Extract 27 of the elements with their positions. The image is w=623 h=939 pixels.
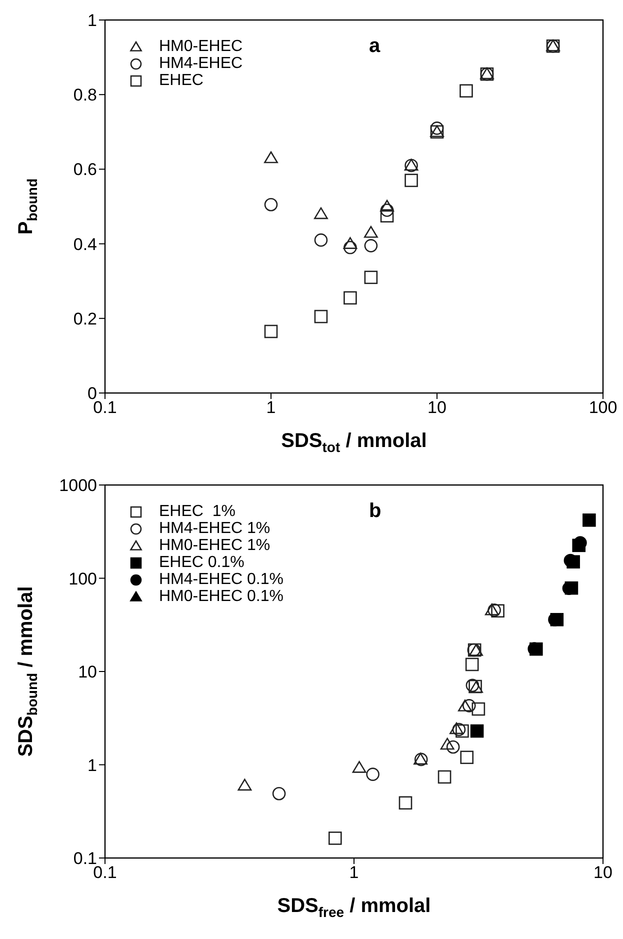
y-tick-label: 1000 [59, 476, 97, 496]
legend-label: HM4-EHEC 1% [159, 520, 270, 537]
x-tick-label: 10 [428, 398, 446, 418]
legend-label: EHEC 0.1% [159, 554, 244, 571]
x-tick-label: 1 [266, 398, 276, 418]
annotation: b [368, 500, 382, 522]
y-tick-label: 1 [88, 11, 97, 30]
x-tick-label: 1 [349, 863, 359, 882]
legend-label: HM0-EHEC [159, 38, 243, 55]
legend-label: HM0-EHEC 0.1% [159, 588, 284, 605]
y-tick-label: 10 [78, 662, 97, 682]
y-tick-label: 0.6 [73, 160, 97, 180]
y-tick-label: 100 [68, 569, 97, 588]
annotation: a [368, 35, 381, 57]
x-axis-title: SDS$_{tot}$ / mmolal [281, 430, 427, 455]
y-tick-label: 0.8 [73, 86, 97, 105]
legend-label: EHEC 1% [159, 503, 236, 520]
legend-label: EHEC [159, 72, 204, 89]
y-tick-label: 1 [88, 756, 97, 775]
legend-label: HM0-EHEC 1% [159, 537, 270, 554]
y-tick-label: 0.4 [73, 234, 97, 254]
x-tick-label: 10 [594, 863, 612, 882]
x-tick-label: 100 [588, 398, 618, 418]
legend-label: HM4-EHEC [159, 55, 243, 72]
y-tick-label: 0.2 [73, 309, 97, 328]
legend-label: HM4-EHEC 0.1% [159, 571, 284, 588]
x-axis-title: SDS$_{free}$ / mmolal [277, 895, 431, 920]
